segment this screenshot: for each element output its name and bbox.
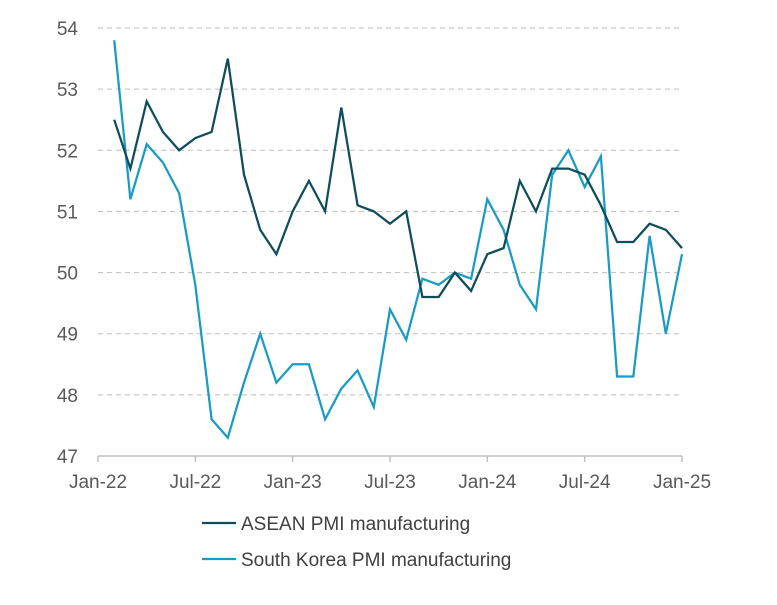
y-tick-label: 51: [57, 202, 78, 223]
series-line-asean-pmi-manufacturing: [113, 58, 683, 299]
series-lines: [113, 40, 684, 440]
y-tick-label: 49: [57, 325, 78, 346]
legend-label: ASEAN PMI manufacturing: [241, 514, 470, 535]
x-tick-label: Jan-22: [69, 472, 127, 493]
legend: ASEAN PMI manufacturing South Korea PMI m…: [202, 514, 511, 571]
x-tick-label: Jul-24: [559, 472, 611, 493]
y-tick-label: 53: [57, 80, 78, 101]
x-tick-label: Jul-23: [364, 472, 416, 493]
x-tick-label: Jul-22: [169, 472, 221, 493]
series-line-south-korea-pmi-manufacturing: [113, 40, 684, 440]
gridlines: [98, 27, 682, 396]
x-tick-label: Jan-24: [458, 472, 517, 493]
y-tick-label: 47: [57, 447, 78, 468]
y-tick-label: 50: [57, 264, 78, 285]
legend-label: South Korea PMI manufacturing: [241, 550, 511, 571]
x-tick-label: Jan-23: [264, 472, 322, 493]
x-axis-ticks: Jan-22 Jul-22 Jan-23 Jul-23 Jan-24 Jul-24 Jan-…: [69, 456, 711, 493]
y-tick-label: 48: [57, 386, 78, 407]
y-tick-label: 54: [57, 19, 79, 40]
x-tick-label: Jan-25: [653, 472, 711, 493]
y-tick-label: 52: [57, 141, 78, 162]
y-axis-ticks: 47 48 49 50 51 52 53 54: [57, 19, 79, 468]
